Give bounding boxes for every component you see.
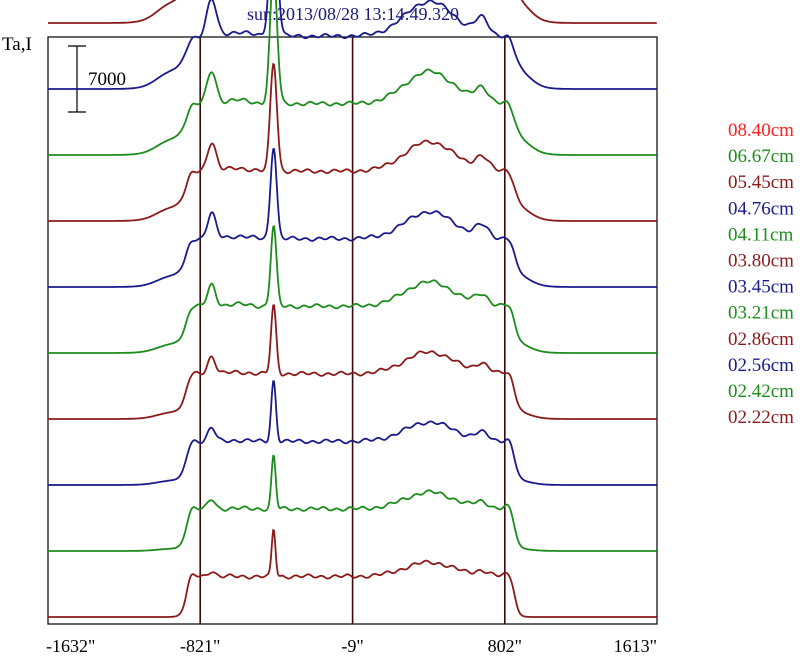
series-line-02.22cm xyxy=(48,528,657,618)
x-tick-label: -1632" xyxy=(46,636,95,656)
scale-bar-label: 7000 xyxy=(88,69,126,90)
series-line-03.80cm xyxy=(48,62,657,222)
legend-entry: 02.42cm xyxy=(728,381,794,402)
series-line-03.45cm xyxy=(48,147,657,288)
scale-bar: 7000 xyxy=(68,45,126,113)
chart-title: sun:2013/08/28 13:14:49.320 xyxy=(247,4,459,24)
series-line-02.86cm xyxy=(48,304,657,420)
series-curves xyxy=(48,0,657,618)
legend-entry: 04.76cm xyxy=(728,198,794,219)
legend-entry: 03.80cm xyxy=(728,251,794,272)
legend-entry: 03.21cm xyxy=(728,303,794,324)
x-tick-label: 1613" xyxy=(614,636,657,656)
legend-entry: 02.86cm xyxy=(728,329,794,350)
x-tick-label: 802" xyxy=(488,636,522,656)
series-line-04.11cm xyxy=(48,0,657,156)
y-axis-label: Ta,I xyxy=(2,34,32,55)
series-line-02.42cm xyxy=(48,454,657,552)
series-line-03.21cm xyxy=(48,224,657,354)
legend-entry: 05.45cm xyxy=(728,172,794,193)
legend-entry: 04.11cm xyxy=(728,224,793,245)
legend-entry: 02.22cm xyxy=(728,407,794,428)
series-line-02.56cm xyxy=(48,380,657,486)
x-tick-label: -821" xyxy=(180,636,220,656)
x-tick-label: -9" xyxy=(341,636,363,656)
legend-entry: 02.56cm xyxy=(728,355,794,376)
legend-entry: 06.67cm xyxy=(728,146,794,167)
series-line-05.45cm xyxy=(48,0,657,24)
series-line-04.76cm xyxy=(48,0,657,90)
legend: 08.40cm 06.67cm 05.45cm 04.76cm 04.11cm 03.80… xyxy=(728,120,794,428)
legend-entry: 08.40cm xyxy=(728,120,794,141)
reference-lines xyxy=(199,37,506,624)
legend-entry: 03.45cm xyxy=(728,277,794,298)
x-tick-labels: -1632" -821" -9" 802" 1613" xyxy=(46,636,657,656)
